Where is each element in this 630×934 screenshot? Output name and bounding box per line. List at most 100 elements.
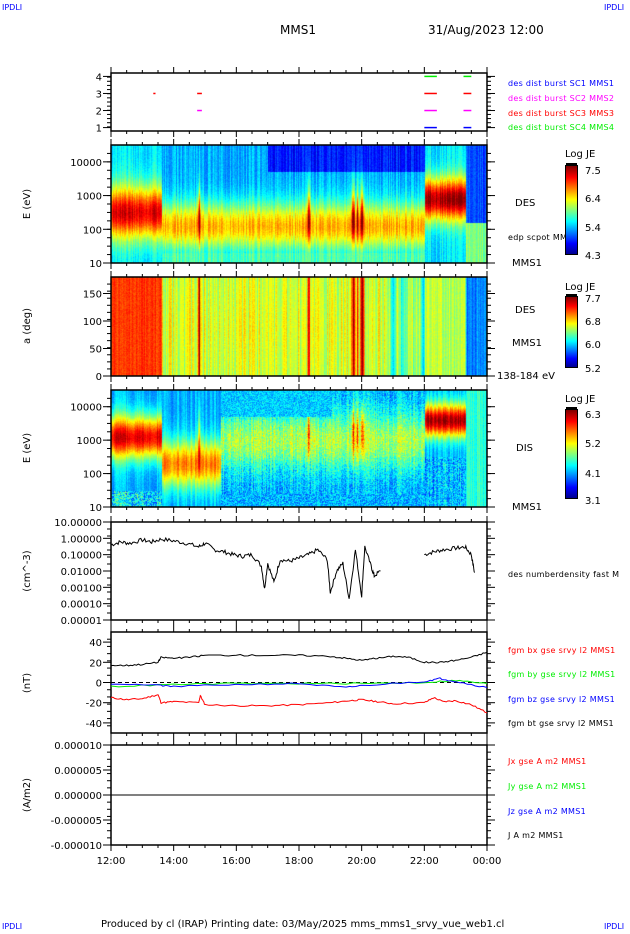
des-instrument-label: DES: [515, 198, 536, 209]
x-tick-label: 16:00: [222, 856, 251, 867]
cbar2-tick: 6.0: [585, 340, 601, 351]
pitch-energy-range: 138-184 eV: [497, 371, 555, 382]
y-tick-label: 4: [96, 72, 102, 83]
colorbar2-title: Log JE: [565, 282, 596, 293]
legend-burst-sc3: des dist burst SC3 MMS3: [508, 109, 615, 118]
date-title: 31/Aug/2023 12:00: [428, 23, 544, 37]
logo-bottom-left: IPDLI: [2, 922, 23, 931]
y-tick-label: 1.00000: [61, 534, 102, 545]
y-tick-label: 10.00000: [54, 518, 102, 529]
cbar2-tick: 5.2: [585, 364, 601, 375]
panel-frame: [110, 144, 488, 264]
x-tick-label: 00:00: [473, 856, 502, 867]
colorbar1-title: Log JE: [565, 149, 596, 160]
dis-instrument-label: DIS: [516, 443, 533, 454]
y-tick-label: 3: [96, 89, 102, 100]
y-tick-label: 2: [96, 107, 102, 118]
y-tick-label: 150: [83, 290, 102, 301]
footer-credit: Produced by cl (IRAP) Printing date: 03/…: [101, 919, 505, 930]
des-spacecraft-label: MMS1: [512, 258, 542, 269]
y-tick-label: 100: [83, 317, 102, 328]
cbar3-tick: 3.1: [585, 496, 601, 507]
des-energy-spectrogram: [111, 145, 487, 263]
y-tick-label: -0.000010: [51, 841, 102, 852]
legend-jy: Jy gse A m2 MMS1: [508, 782, 587, 791]
y-tick-label: 100: [83, 225, 102, 236]
y-tick-label: 0.01000: [61, 567, 102, 578]
legend-by: fgm by gse srvy l2 MMS1: [508, 670, 616, 679]
y-tick-label: 10: [89, 259, 102, 270]
colorbar-dis-energy: [565, 407, 578, 499]
y-tick-label: -40: [86, 719, 102, 730]
scpot-overlay-label: edp scpot MMS1: [508, 233, 579, 242]
logo-top-right: IPDLI: [604, 3, 625, 12]
cbar3-tick: 5.2: [585, 439, 601, 450]
panel-frame: [110, 72, 488, 132]
cbar1-tick: 4.3: [585, 251, 601, 262]
cbar1-tick: 7.5: [585, 166, 601, 177]
pitch-spacecraft-label: MMS1: [512, 338, 542, 349]
legend-burst-sc1: des dist burst SC1 MMS1: [508, 79, 615, 88]
ylabel-current: (A/m2): [22, 777, 33, 813]
x-tick-label: 12:00: [97, 856, 126, 867]
y-tick-label: 10: [89, 503, 102, 514]
y-tick-label: 10000: [70, 403, 102, 414]
x-tick-label: 22:00: [410, 856, 439, 867]
y-tick-label: 0.10000: [61, 551, 102, 562]
legend-density: des numberdensity fast M: [508, 570, 620, 579]
y-tick-label: 1: [96, 124, 102, 135]
cbar3-tick: 4.1: [585, 469, 601, 480]
dis-energy-spectrogram: [111, 390, 487, 507]
colorbar-des-energy: [565, 163, 578, 255]
y-tick-label: 0.00010: [61, 600, 102, 611]
legend-bt: fgm bt gse srvy l2 MMS1: [508, 719, 614, 728]
legend-bz: fgm bz gse srvy l2 MMS1: [508, 695, 615, 704]
x-tick-label: 14:00: [159, 856, 188, 867]
cbar2-tick: 7.7: [585, 294, 601, 305]
y-tick-label: 40: [89, 638, 102, 649]
x-tick-label: 18:00: [285, 856, 314, 867]
y-tick-label: 0: [96, 679, 102, 690]
y-tick-label: 20: [89, 658, 102, 669]
series-line-fgm-bx: [110, 694, 488, 714]
pitch-instrument-label: DES: [515, 305, 536, 316]
y-tick-label: 1000: [77, 436, 102, 447]
y-tick-label: -0.000005: [51, 816, 102, 827]
y-tick-label: 0.000005: [54, 766, 102, 777]
cbar1-tick: 5.4: [585, 223, 601, 234]
logo-bottom-right: IPDLI: [604, 922, 625, 931]
cbar3-tick: 6.3: [585, 410, 601, 421]
ylabel-bfield: (nT): [22, 672, 33, 694]
y-tick-label: 100: [83, 470, 102, 481]
des-pitch-angle-spectrogram: [111, 277, 487, 376]
y-tick-label: 0.000010: [54, 741, 102, 752]
series-line-fgm-bt: [110, 651, 488, 667]
y-tick-label: 1000: [77, 192, 102, 203]
legend-jz: Jz gse A m2 MMS1: [508, 807, 587, 816]
cbar1-tick: 6.4: [585, 194, 601, 205]
y-tick-label: 0.000000: [54, 791, 102, 802]
y-tick-label: 0: [96, 372, 102, 383]
cbar2-tick: 6.8: [585, 317, 601, 328]
ylabel-density: (cm^-3): [22, 550, 33, 592]
y-tick-label: 0.00100: [61, 583, 102, 594]
dis-spacecraft-label: MMS1: [512, 502, 542, 513]
x-tick-label: 20:00: [347, 856, 376, 867]
mission-title: MMS1: [280, 23, 316, 37]
series-line-des-numberdensity: [110, 536, 381, 599]
y-tick-label: -20: [86, 699, 102, 710]
legend-jx: Jx gse A m2 MMS1: [508, 757, 587, 766]
ylabel-pitch: a (deg): [22, 308, 33, 344]
panel-frame: [110, 521, 488, 621]
legend-j: J A m2 MMS1: [508, 831, 564, 840]
series-line-des-numberdensity: [424, 544, 475, 573]
panel-frame: [110, 276, 488, 377]
legend-burst-sc2: des dist burst SC2 MMS2: [508, 94, 615, 103]
panel-frame: [110, 389, 488, 508]
ylabel-dis-energy: E (eV): [22, 432, 33, 464]
colorbar-des-pitch: [565, 294, 578, 368]
series-line-fgm-bz: [110, 677, 488, 688]
y-tick-label: 10000: [70, 158, 102, 169]
y-tick-label: 50: [89, 345, 102, 356]
